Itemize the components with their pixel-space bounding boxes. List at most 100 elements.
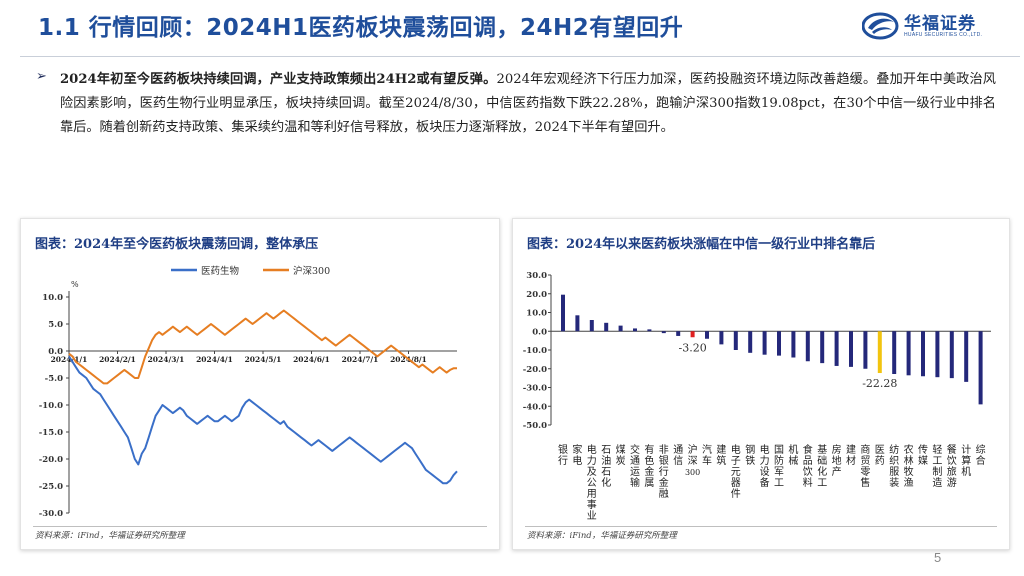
bar-chart-category-label: 轻工制造: [932, 443, 942, 489]
bar-chart-category-label: 沪深 300: [685, 443, 700, 477]
bar-9: [690, 331, 695, 338]
bar-chart-category-label: 电力设备: [760, 443, 770, 489]
bar-14: [762, 331, 767, 355]
company-logo: 华福证券 HUAFU SECURITIES CO.,LTD.: [861, 6, 1002, 46]
bar-chart-category-label: 电子元器件: [731, 443, 741, 500]
line-chart-series-csi300: [68, 309, 457, 385]
bar-15: [777, 331, 781, 356]
bar-chart-y-tick-label: 0.0: [532, 327, 547, 337]
bar-chart-y-tick-label: -20.0: [523, 365, 547, 375]
bar-chart-category-label: 汽车: [702, 443, 712, 467]
bar-23: [892, 331, 897, 374]
line-chart-y-tick-label: -30.0: [39, 509, 63, 519]
bar-chart-y-tick-label: -30.0: [523, 384, 547, 394]
bar-chart-category-label: 煤炭: [616, 443, 626, 467]
bar-22: [877, 331, 882, 374]
bar-chart-source-divider: [525, 526, 997, 527]
page-title: 1.1 行情回顾：2024H1医药板块震荡回调，24H2有望回升: [38, 15, 684, 41]
bar-chart-category-label: 商贸零售: [860, 443, 870, 489]
bar-7: [661, 331, 666, 334]
bar-2: [589, 320, 594, 332]
bar-chart-category-label: 房地产: [832, 443, 842, 478]
line-chart: % 10.0 5.0 0.0 -5.0 -10.0 -15.0 -20.0 -25.0 -30.0…: [39, 265, 458, 519]
line-chart-y-tick-label: -20.0: [39, 455, 63, 465]
logo-mark-icon: [861, 12, 899, 40]
bar-chart-y-tick-label: 30.0: [526, 271, 547, 281]
bar-chart-y-tick-label: 20.0: [526, 290, 547, 300]
bar-12: [733, 331, 738, 350]
bar-chart-y-tick-label: -40.0: [523, 402, 547, 412]
line-chart-source-divider: [33, 526, 487, 527]
bar-chart-category-label: 纺织服装: [889, 443, 899, 489]
line-chart-x-tick-label: 2024/6/1: [293, 355, 330, 364]
summary-paragraph: 2024年初至今医药板块持续回调，产业支持政策频出24H2或有望反弹。2024年…: [60, 68, 996, 140]
bar-chart-category-label: 电力及公用事业: [587, 443, 597, 522]
bar-chart-category-label: 钢铁: [745, 443, 755, 467]
line-chart-legend-label: 沪深300: [293, 265, 330, 277]
bar-29: [978, 331, 983, 405]
bar-chart-category-label: 计算机: [961, 443, 971, 478]
line-chart-y-tick-label: -25.0: [39, 482, 63, 492]
logo-company-name-en: HUAFU SECURITIES CO.,LTD.: [904, 32, 983, 38]
bar-chart-category-label: 家电: [572, 443, 582, 467]
bar-chart-source: 资料来源：iFind，华福证券研究所整理: [527, 531, 677, 541]
bar-chart-category-label: 银行: [558, 443, 568, 467]
bar-chart-category-label: 农林牧渔: [904, 443, 914, 489]
line-chart-x-tick-label: 2024/7/1: [342, 355, 379, 364]
bar-chart-category-label: 基础化工: [817, 443, 827, 489]
bar-chart-category-label: 传媒: [918, 444, 928, 467]
line-chart-legend-label: 医药生物: [201, 265, 240, 277]
summary-body: 2024年宏观经济下行压力加深，医药投融资环境边际改善趋缓。叠加开年中美政治风险…: [60, 72, 996, 135]
bar-chart-category-label: 通信: [673, 444, 683, 467]
line-chart-x-tick-label: 2024/4/1: [196, 355, 233, 364]
bar-chart-y-tick-label: -10.0: [523, 346, 547, 356]
bar-chart-data-label: -22.28: [862, 377, 897, 390]
line-chart-x-tick-label: 2024/2/1: [99, 355, 136, 364]
bar-0: [561, 294, 565, 332]
bar-8: [676, 331, 681, 336]
line-chart-unit-label: %: [71, 280, 79, 289]
bar-chart-category-label: 非银行金融: [659, 444, 669, 500]
bar-chart: 30.0 20.0 10.0 0.0 -10.0 -20.0 -30.0 -40.0 -50.0…: [523, 271, 991, 522]
bar-chart-title: 图表：2024年以来医药板块涨幅在中信一级行业中排名靠后: [527, 237, 876, 252]
line-chart-y-tick-label: 10.0: [42, 293, 63, 303]
bar-5: [633, 328, 637, 332]
line-chart-y-tick-label: 0.0: [48, 347, 63, 357]
bar-18: [820, 331, 825, 364]
line-chart-y-tick-label: -5.0: [45, 374, 63, 384]
bar-26: [935, 331, 940, 378]
line-chart-y-tick-label: -15.0: [39, 428, 63, 438]
bar-chart-category-label: 交通运输: [630, 443, 640, 489]
line-chart-x-tick-label: 2024/3/1: [148, 355, 185, 364]
bar-19: [834, 331, 839, 366]
bar-chart-category-label: 国防军工: [774, 444, 784, 489]
bar-20: [849, 331, 853, 367]
bar-chart-panel: 图表：2024年以来医药板块涨幅在中信一级行业中排名靠后 30.0 20.0 10.…: [512, 218, 1010, 550]
bar-chart-category-label: 综合: [976, 443, 986, 467]
line-chart-y-tick-label: 5.0: [48, 320, 63, 330]
bar-25: [921, 331, 925, 377]
bar-chart-data-label: -3.20: [678, 341, 706, 354]
line-chart-x-tick-label: 2024/5/1: [245, 355, 282, 364]
bar-chart-category-label: 石油石化: [601, 445, 611, 489]
bar-chart-category-label: 机械: [788, 443, 798, 467]
line-chart-title: 图表：2024年至今医药板块震荡回调，整体承压: [35, 237, 319, 252]
bar-chart-category-label: 建筑: [716, 443, 726, 467]
bar-chart-y-tick-label: 10.0: [526, 309, 547, 319]
bar-chart-category-label: 食品饮料: [803, 443, 813, 489]
logo-company-name: 华福证券: [904, 14, 976, 34]
line-chart-source: 资料来源：iFind，华福证券研究所整理: [35, 531, 185, 541]
bar-21: [863, 331, 868, 369]
header-divider: [20, 56, 1020, 57]
line-chart-x-tick-label: 2024/1/1: [51, 355, 88, 364]
line-chart-series-pharma: [68, 355, 458, 485]
summary-headline: 2024年初至今医药板块持续回调，产业支持政策频出24H2或有望反弹。: [60, 72, 497, 87]
bar-28: [964, 331, 969, 382]
bar-11: [719, 331, 724, 345]
bar-17: [805, 331, 810, 362]
bullet-arrow-icon: ➢: [36, 69, 47, 84]
bar-10: [705, 331, 709, 339]
bar-4: [618, 325, 623, 332]
bar-1: [575, 315, 580, 332]
bar-chart-category-label: 建材: [846, 443, 856, 467]
